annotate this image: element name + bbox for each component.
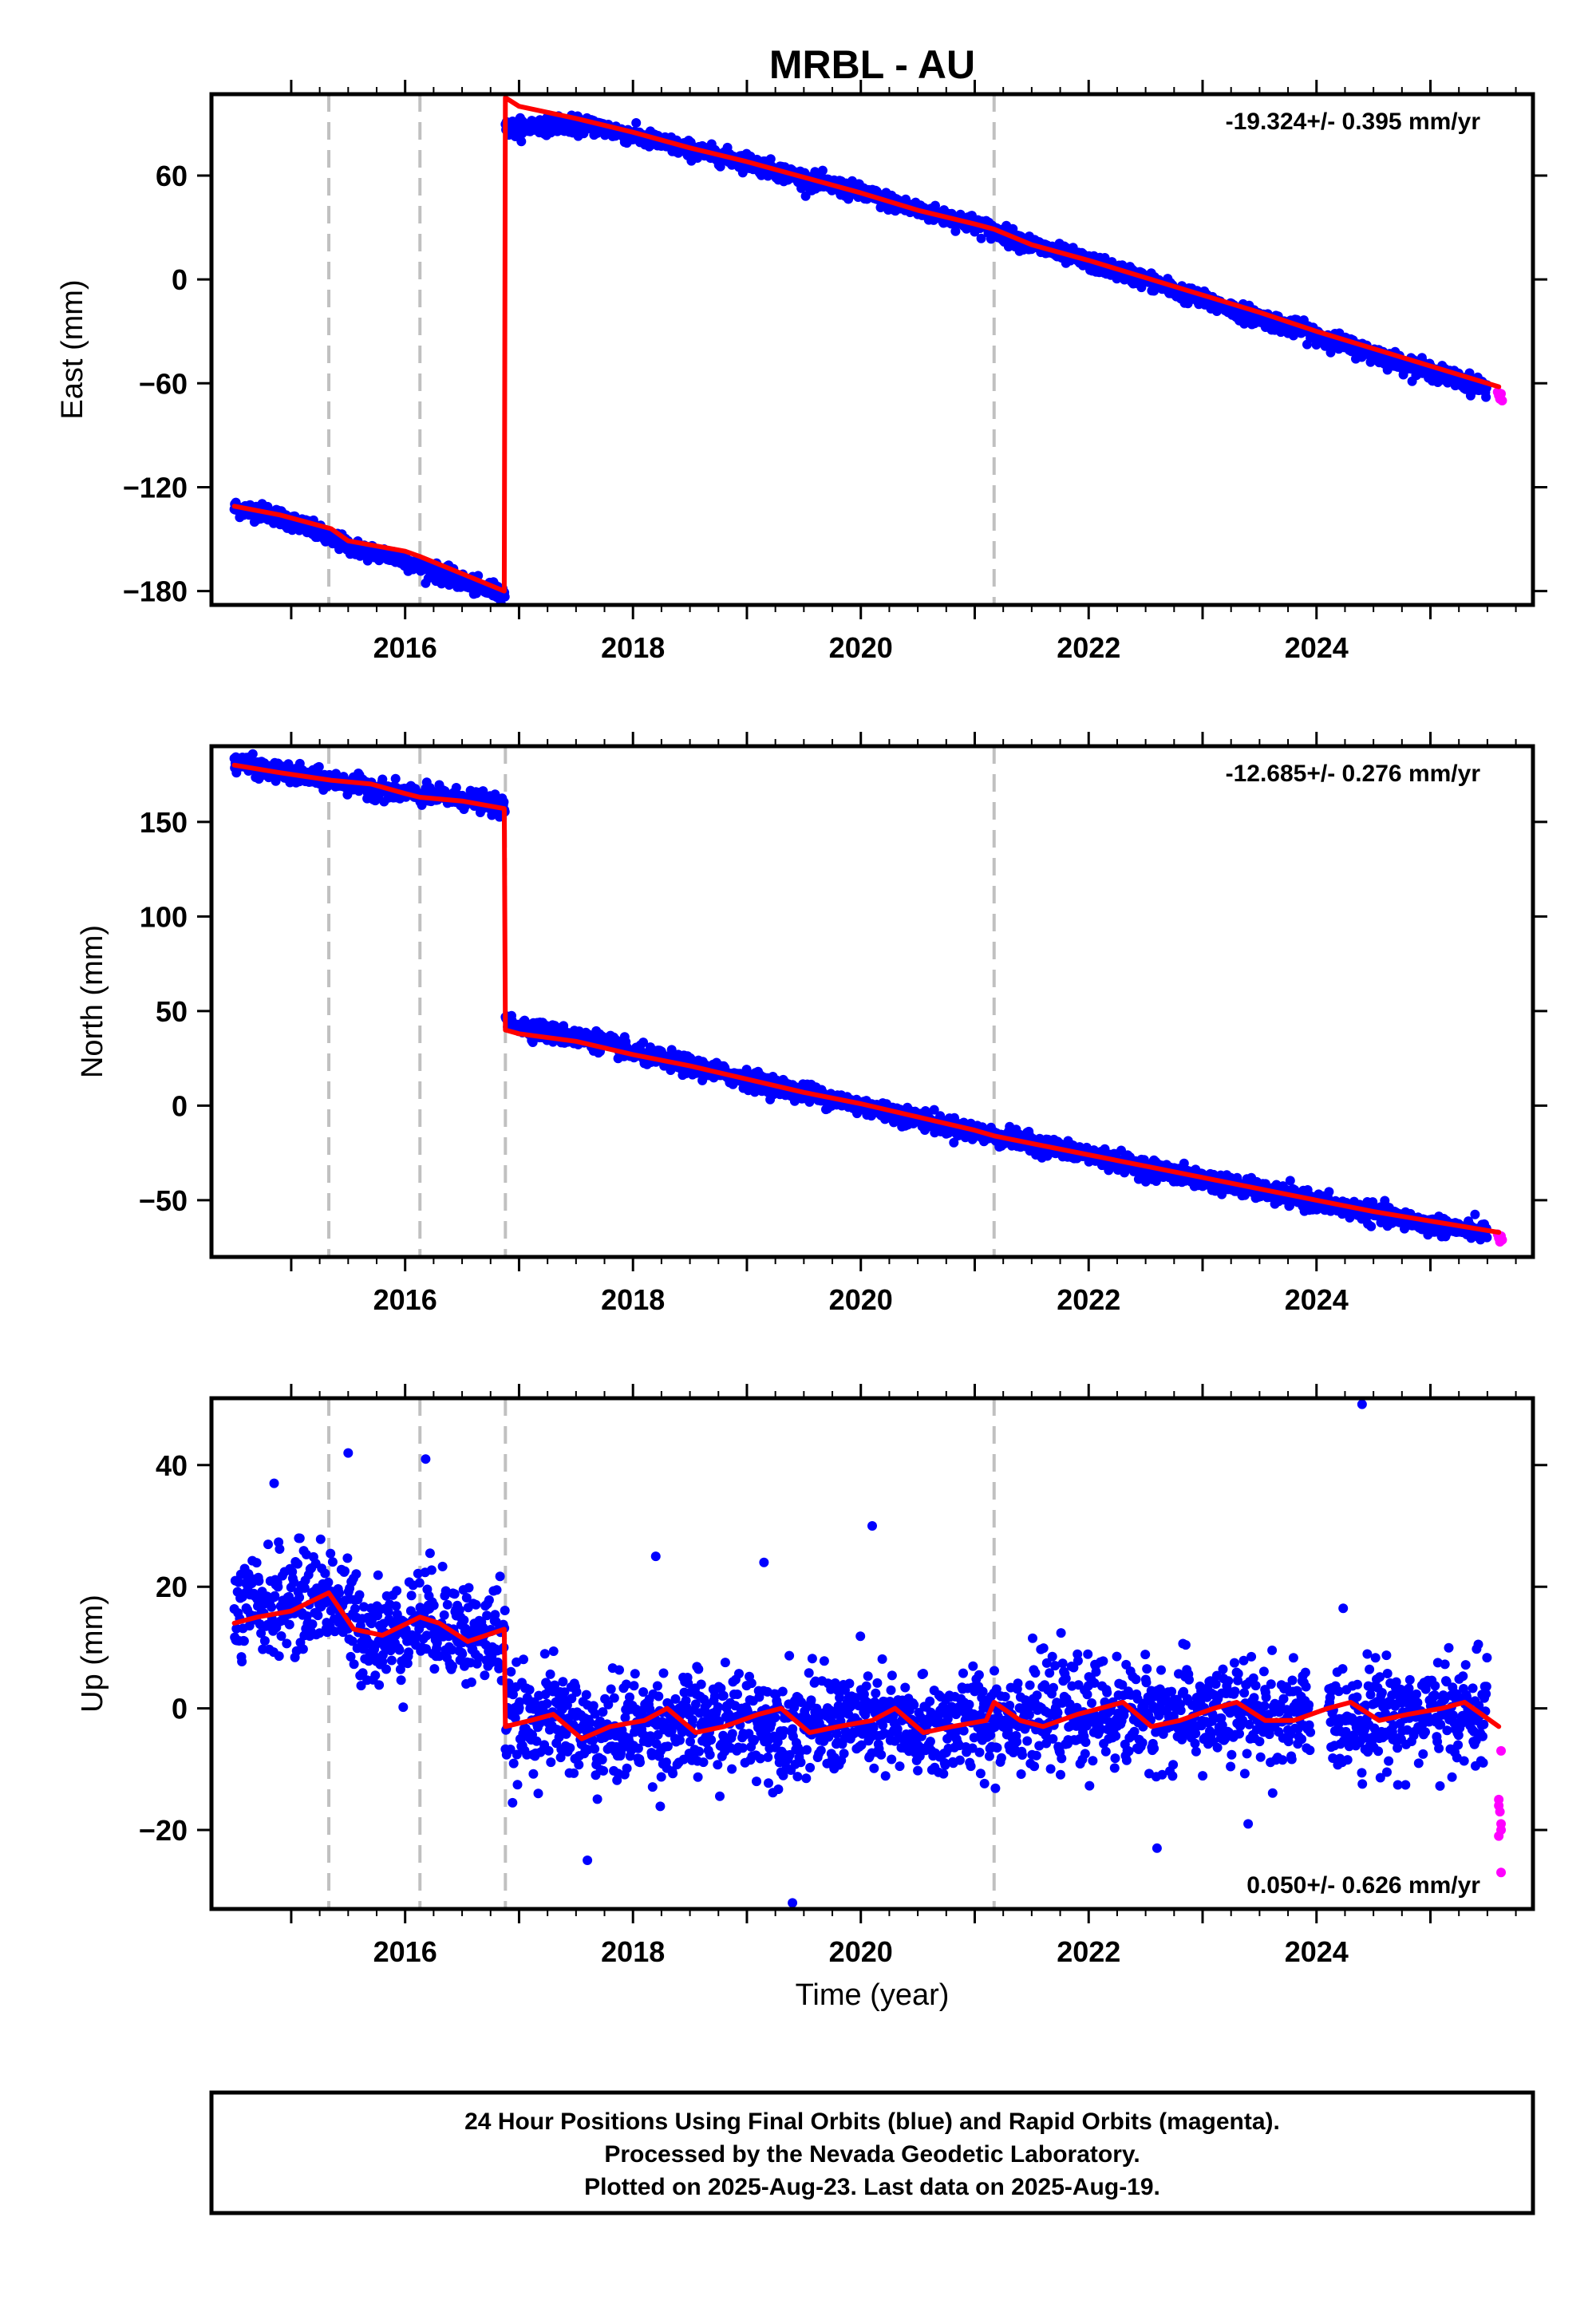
y-axis-label: North (mm) bbox=[76, 925, 109, 1078]
plot-area bbox=[229, 94, 1507, 605]
final-orbit-point bbox=[817, 165, 828, 176]
x-tick-label: 2016 bbox=[373, 631, 437, 664]
plot-area bbox=[229, 1398, 1507, 1909]
x-tick-label: 2020 bbox=[829, 1283, 893, 1316]
final-orbit-point bbox=[765, 154, 776, 164]
x-tick-label: 2018 bbox=[601, 631, 665, 664]
x-tick-label: 2018 bbox=[601, 1283, 665, 1316]
final-orbit-point bbox=[1324, 1187, 1334, 1197]
y-tick-label: −120 bbox=[123, 471, 188, 504]
final-orbit-point bbox=[237, 1657, 247, 1666]
x-tick-label: 2024 bbox=[1285, 1283, 1349, 1316]
final-orbit-point bbox=[1470, 1209, 1480, 1219]
final-orbit-point bbox=[282, 1638, 292, 1649]
x-tick-label: 2024 bbox=[1285, 631, 1349, 664]
y-tick-label: −180 bbox=[123, 575, 188, 608]
y-tick-label: 0 bbox=[172, 1089, 188, 1122]
final-orbit-point bbox=[270, 1591, 280, 1601]
final-orbit-point bbox=[499, 796, 509, 807]
y-axis-label: East (mm) bbox=[56, 279, 89, 419]
rapid-orbit-point bbox=[1497, 1235, 1507, 1245]
final-orbit-point bbox=[293, 1559, 302, 1569]
y-tick-label: 50 bbox=[156, 995, 188, 1028]
final-orbit-point bbox=[263, 1539, 273, 1550]
final-orbit-point bbox=[254, 1576, 264, 1586]
y-tick-label: −50 bbox=[139, 1184, 188, 1217]
final-orbit-point bbox=[267, 1602, 277, 1612]
final-orbit-point bbox=[741, 1065, 752, 1075]
final-orbit-point bbox=[800, 191, 811, 201]
final-orbit-point bbox=[251, 1558, 262, 1568]
final-orbit-point bbox=[1366, 1221, 1377, 1231]
final-orbit-point bbox=[638, 1037, 649, 1048]
y-tick-label: 100 bbox=[140, 900, 188, 933]
velocity-rate-label: -12.685+/- 0.276 mm/yr bbox=[1226, 761, 1481, 787]
final-orbit-point bbox=[1482, 1232, 1492, 1243]
north-panel: 2016 2018 2020 2022 2024 −50 0 50 100 150 North (m… bbox=[76, 732, 1547, 1316]
x-tick-label: 2016 bbox=[373, 1283, 437, 1316]
final-orbit-point bbox=[1285, 1176, 1295, 1186]
final-orbit-point bbox=[1232, 1172, 1242, 1183]
y-tick-label: 60 bbox=[156, 160, 188, 192]
final-orbit-point bbox=[239, 1636, 249, 1646]
x-tick-label: 2020 bbox=[829, 631, 893, 664]
final-orbit-point bbox=[500, 591, 510, 602]
plot-frame bbox=[209, 744, 1535, 1259]
final-orbit-point bbox=[299, 1583, 310, 1593]
final-orbit-point bbox=[276, 1631, 286, 1641]
final-orbit-point bbox=[631, 118, 642, 128]
final-orbit-point bbox=[451, 783, 461, 792]
plot-frame bbox=[209, 92, 1535, 607]
final-orbit-point bbox=[284, 1619, 294, 1630]
y-tick-label: −60 bbox=[139, 367, 188, 400]
final-orbit-point bbox=[274, 1651, 284, 1662]
final-orbit-point bbox=[390, 773, 401, 784]
final-orbit-point bbox=[314, 761, 324, 772]
final-orbit-point bbox=[1380, 1196, 1390, 1206]
final-orbit-point bbox=[1481, 392, 1491, 402]
rapid-orbit-point bbox=[1497, 396, 1507, 405]
final-orbit-points bbox=[229, 1533, 1492, 1812]
final-orbit-point bbox=[1368, 1197, 1378, 1207]
final-orbit-point bbox=[234, 1577, 243, 1587]
final-orbit-point bbox=[244, 1621, 255, 1631]
final-orbit-point bbox=[294, 1533, 305, 1543]
final-orbit-point bbox=[298, 1644, 308, 1654]
y-tick-label: 150 bbox=[140, 806, 188, 839]
final-orbit-point bbox=[259, 1636, 270, 1646]
final-orbit-point bbox=[275, 1544, 285, 1554]
plot-area bbox=[229, 746, 1507, 1257]
final-orbit-point bbox=[1179, 1158, 1189, 1168]
model-line bbox=[231, 762, 1502, 1235]
final-orbit-point bbox=[516, 136, 527, 147]
final-orbit-point bbox=[294, 1592, 305, 1603]
final-orbit-point bbox=[929, 1105, 939, 1115]
x-tick-label: 2022 bbox=[1057, 1283, 1120, 1316]
model-line bbox=[231, 95, 1502, 594]
final-orbit-point bbox=[976, 233, 986, 243]
figure-title: MRBL - AU bbox=[769, 42, 975, 87]
x-tick-label: 2022 bbox=[1057, 631, 1120, 664]
final-orbit-point bbox=[256, 1628, 267, 1638]
y-tick-label: 0 bbox=[172, 263, 188, 296]
final-orbit-point bbox=[247, 749, 258, 759]
final-orbit-point bbox=[289, 1577, 299, 1587]
east-panel: 2016 2018 2020 2022 2024 −180 −120 −60 0 60 East (… bbox=[56, 80, 1547, 664]
velocity-rate-label: -19.324+/- 0.395 mm/yr bbox=[1226, 109, 1481, 135]
final-orbit-point bbox=[307, 1619, 318, 1630]
final-orbit-point bbox=[273, 1582, 283, 1592]
